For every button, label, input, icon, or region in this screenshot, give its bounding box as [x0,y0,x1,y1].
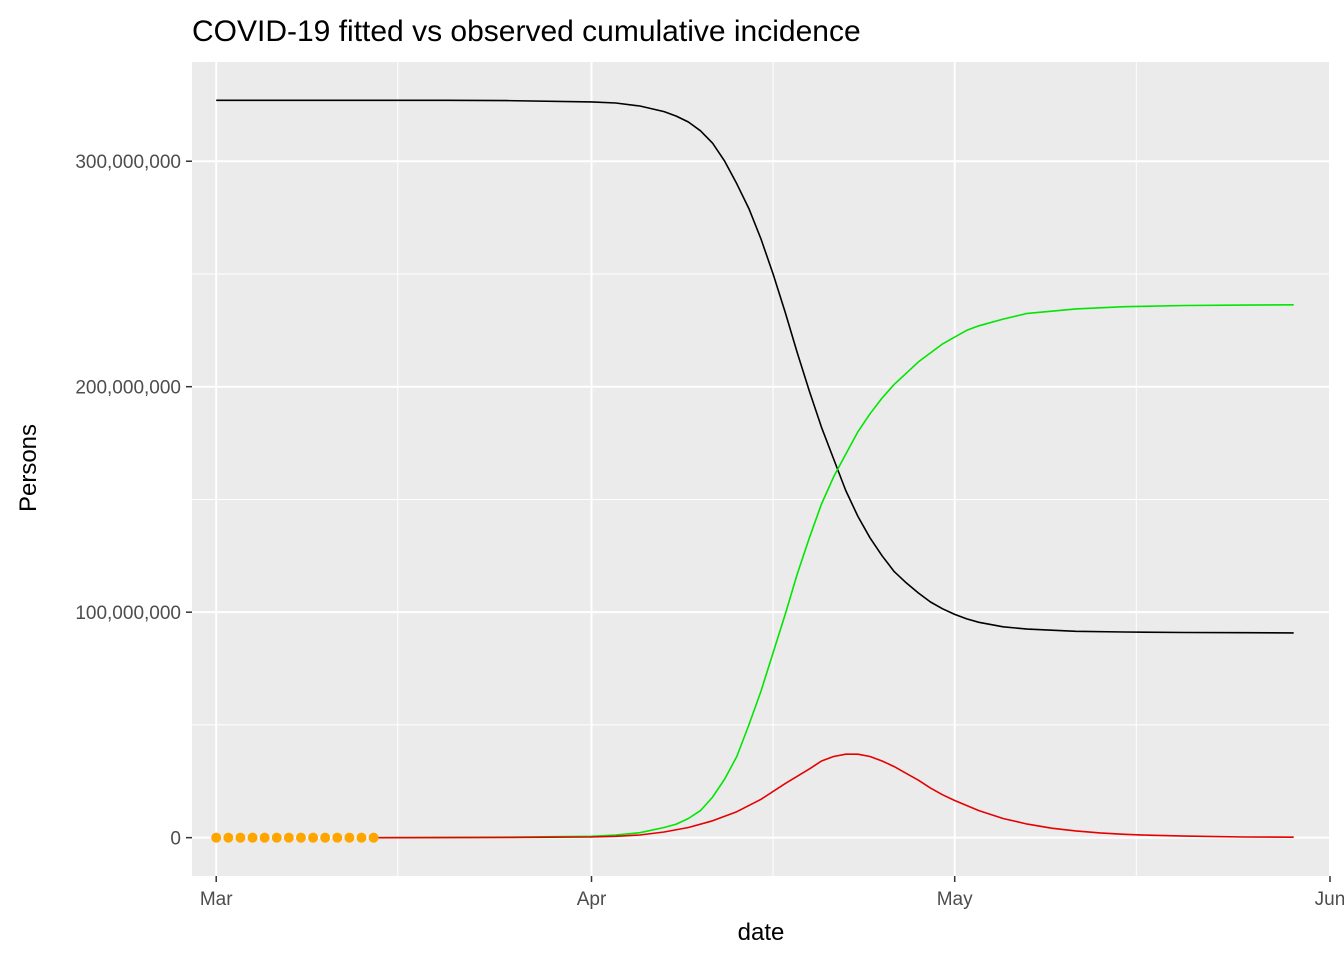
grid-lines [192,62,1331,876]
y-axis-title: Persons [15,424,42,512]
series-layer [211,99,1294,843]
observed-point [320,832,331,843]
x-tick-label: Mar [200,889,233,910]
y-tick-label: 200,000,000 [75,378,181,399]
observed-point [235,832,246,843]
observed-point [356,832,367,843]
series-line-2 [373,753,1294,839]
x-tick-label: Apr [577,889,607,910]
observed-point [211,832,222,843]
y-tick-label: 300,000,000 [75,152,181,173]
axis-layer: 0 100,000,000 200,000,000 300,000,000 Mar Apr… [75,152,1344,910]
observed-point [332,832,343,843]
observed-point [295,832,306,843]
observed-point [308,832,319,843]
observed-point [344,832,355,843]
x-tick-label: Jun [1315,889,1344,910]
observed-point [259,832,270,843]
x-axis-title: date [738,919,785,946]
observed-point [247,832,258,843]
x-tick-label: May [937,889,973,910]
panel-background [192,62,1330,876]
observed-point [283,832,294,843]
observed-point [223,832,234,843]
plot-panel [192,62,1330,876]
series-line-0 [216,99,1294,634]
observed-point [271,832,282,843]
series-line-1 [373,304,1294,839]
observed-point [368,832,379,843]
y-tick-label: 100,000,000 [75,603,181,624]
y-tick-label: 0 [170,829,181,850]
chart-title: COVID-19 fitted vs observed cumulative i… [192,15,861,48]
